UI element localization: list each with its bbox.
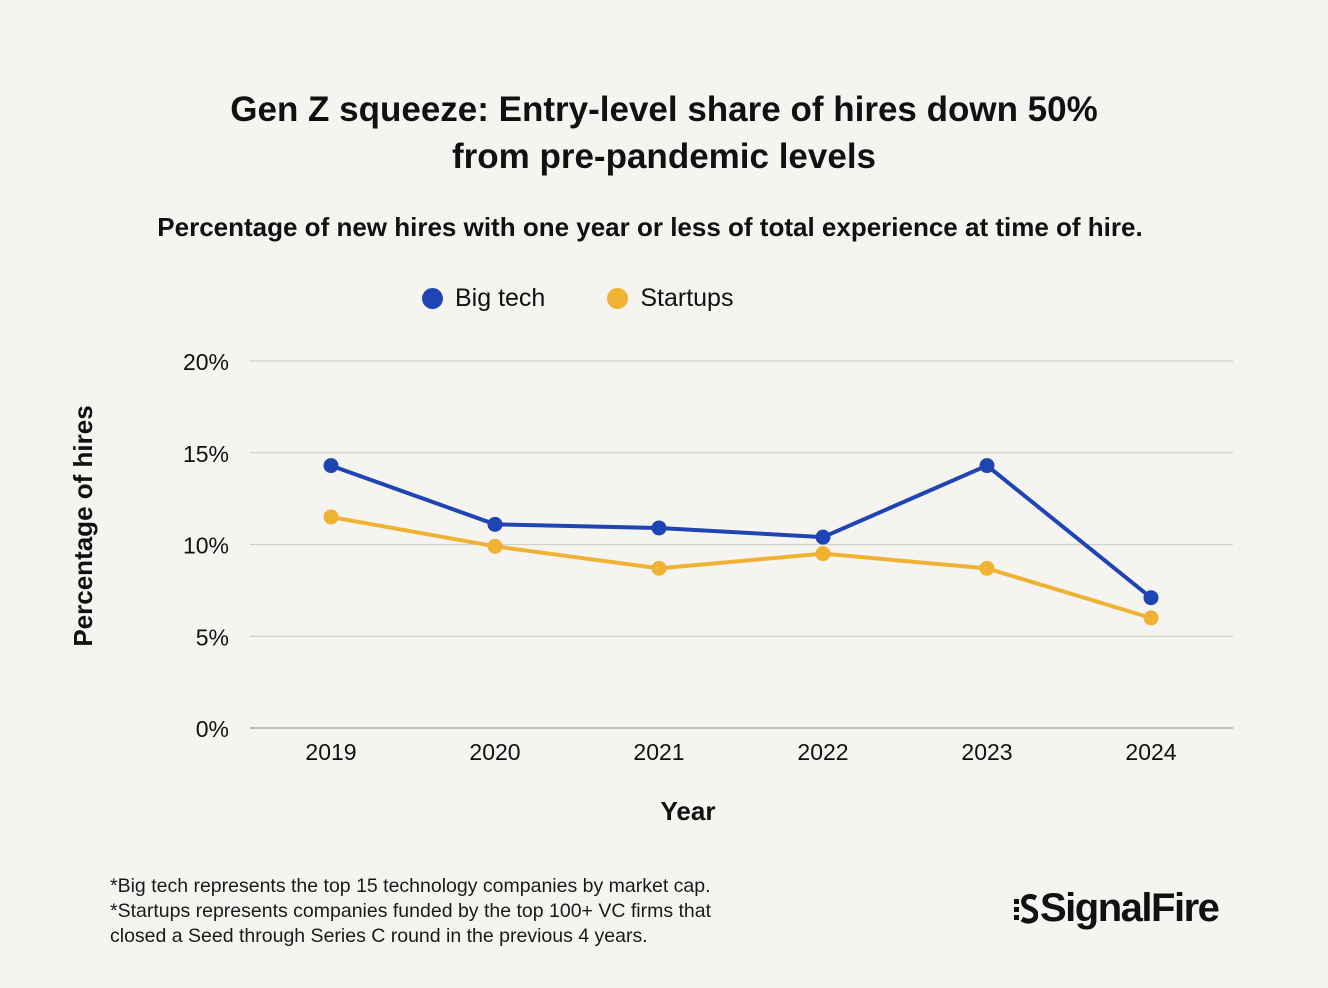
signalfire-logo-icon [1014, 893, 1038, 924]
data-point-startups-2022 [815, 546, 831, 562]
data-point-big-tech-2023 [979, 458, 995, 474]
data-point-big-tech-2020 [487, 516, 503, 532]
chart-subtitle: Percentage of new hires with one year or… [157, 212, 1143, 242]
data-point-startups-2024 [1143, 610, 1159, 626]
x-tick-label-2023: 2023 [961, 739, 1012, 765]
legend-label-startups: Startups [640, 284, 734, 312]
signalfire-logo-text: SignalFire [1040, 886, 1220, 930]
x-tick-label-2022: 2022 [797, 739, 848, 765]
y-tick-label-5: 5% [196, 624, 229, 650]
data-point-startups-2023 [979, 560, 995, 576]
signalfire-logo: SignalFire [1014, 886, 1220, 930]
data-point-big-tech-2019 [323, 458, 339, 474]
chart-title: Gen Z squeeze: Entry-level share of hire… [0, 86, 1328, 180]
x-axis-label: Year [661, 796, 716, 826]
footnote-1: *Big tech represents the top 15 technolo… [110, 875, 711, 897]
x-tick-label-2019: 2019 [305, 739, 356, 765]
data-point-startups-2020 [487, 538, 503, 554]
x-tick-label-2020: 2020 [469, 739, 520, 765]
y-tick-label-0: 0% [196, 716, 229, 742]
footnotes: *Big tech represents the top 15 technolo… [110, 874, 711, 949]
chart-title-line-2: from pre-pandemic levels [451, 137, 877, 176]
chart-title-line-1: Gen Z squeeze: Entry-level share of hire… [230, 90, 1098, 129]
legend-item-big-tech: Big tech [422, 284, 545, 313]
data-point-startups-2019 [323, 509, 339, 525]
data-point-big-tech-2024 [1143, 590, 1159, 606]
legend: Big tech Startups [422, 284, 795, 313]
legend-item-startups: Startups [607, 284, 733, 313]
y-axis-label: Percentage of hires [68, 405, 98, 646]
footnote-3: closed a Seed through Series C round in … [110, 925, 648, 947]
x-tick-label-2021: 2021 [633, 739, 684, 765]
y-tick-label-20: 20% [183, 349, 229, 375]
y-tick-label-10: 10% [183, 533, 229, 559]
data-point-startups-2021 [651, 560, 667, 576]
footnote-2: *Startups represents companies funded by… [110, 900, 712, 922]
line-chart: 0% 5% 10% 15% 20% 2019 2020 2021 2022 2023 2024 Yea… [68, 349, 1233, 826]
series-line-big-tech [329, 463, 1153, 600]
legend-swatch-big-tech [422, 288, 443, 309]
x-tick-label-2024: 2024 [1125, 739, 1176, 765]
data-point-big-tech-2022 [815, 529, 831, 545]
data-point-big-tech-2021 [651, 520, 667, 536]
series-line-startups [329, 514, 1153, 620]
y-tick-label-15: 15% [183, 441, 229, 467]
legend-swatch-startups [607, 288, 629, 309]
legend-label-big-tech: Big tech [455, 284, 546, 312]
